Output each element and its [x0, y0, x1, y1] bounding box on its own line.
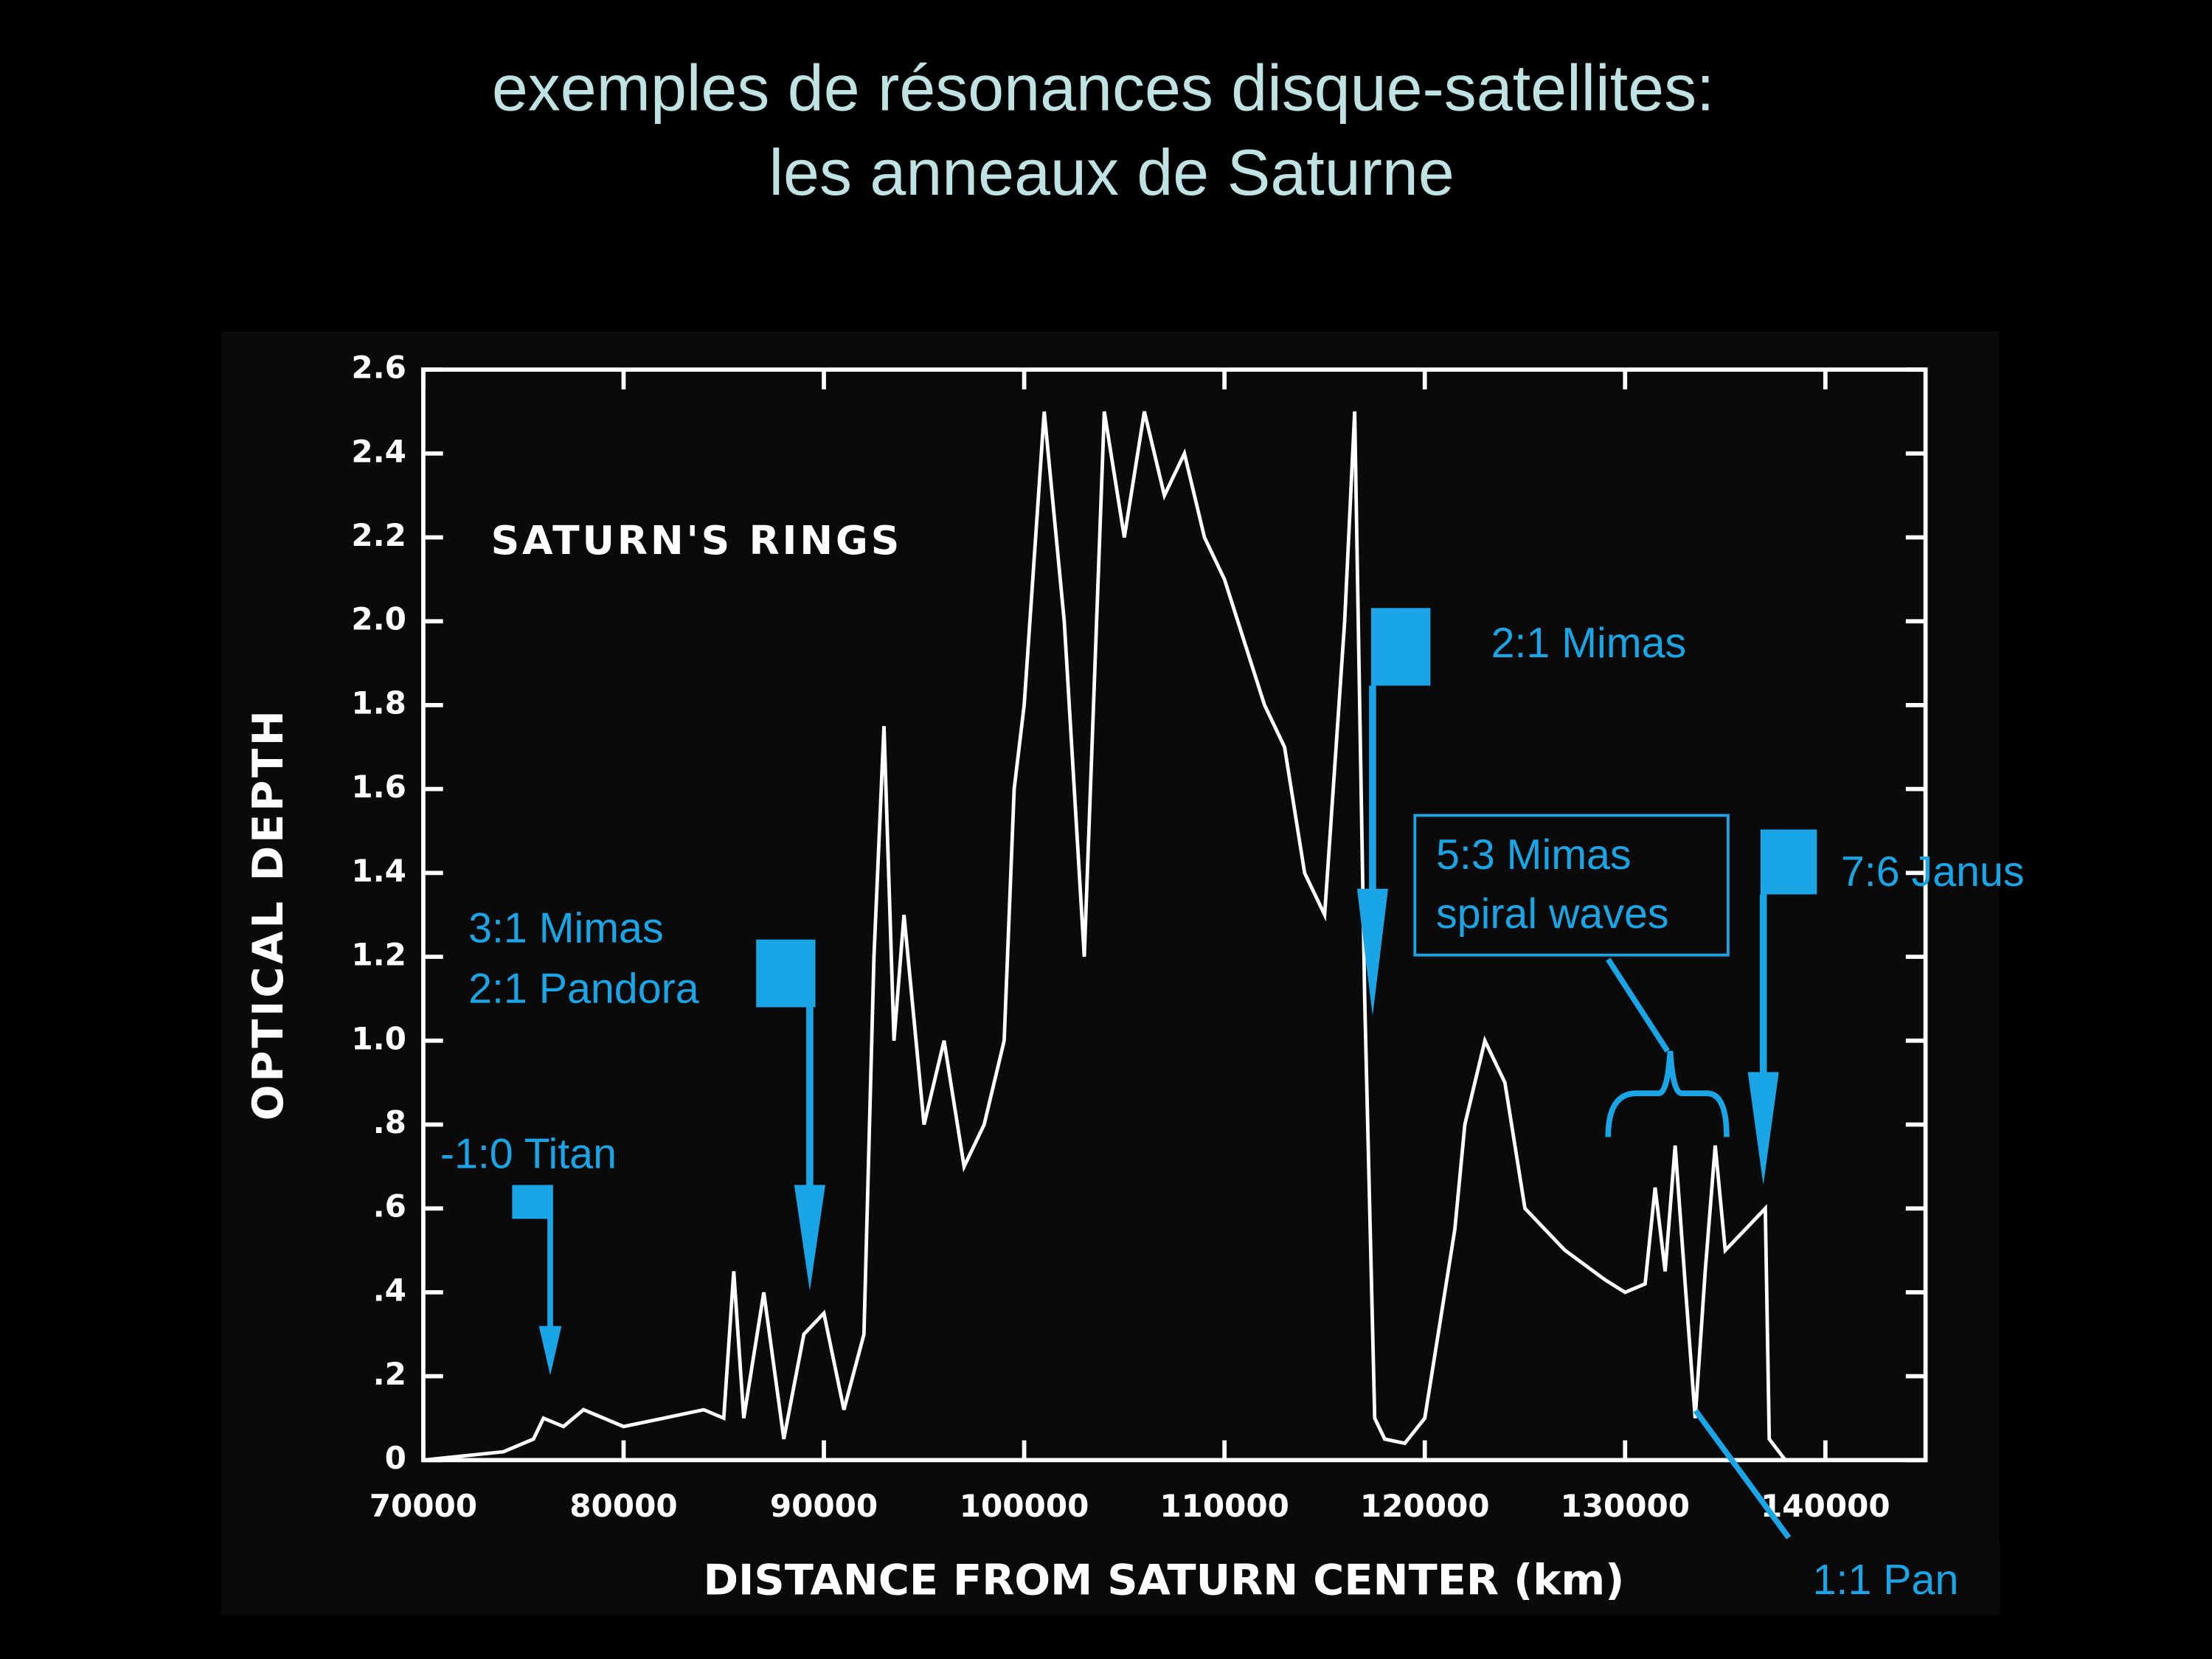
slide-subtitle: les anneaux de Saturne	[769, 136, 1455, 209]
annotations: -1:0 Titan 3:1 Mimas 2:1 Pandora 2:1 Mimas 5…	[440, 620, 2025, 1604]
flag	[1760, 829, 1817, 895]
x-tick-label: 140000	[1761, 1488, 1890, 1524]
arrowhead	[538, 1326, 562, 1376]
arrowhead	[1747, 1072, 1779, 1185]
flag	[512, 1185, 552, 1219]
annotation: -1:0 Titan	[440, 1130, 617, 1177]
arrowhead	[1356, 888, 1388, 1016]
brace	[1605, 1050, 1730, 1137]
y-axis-label: OPTICAL DEPTH	[243, 707, 293, 1121]
arrowhead	[794, 1185, 825, 1291]
y-tick-label: 1.8	[351, 685, 406, 721]
data-line	[423, 411, 1787, 1462]
x-tick-label: 70000	[370, 1488, 477, 1524]
pointer-line	[1693, 1409, 1792, 1539]
y-tick-label: 1.2	[351, 937, 406, 973]
y-tick-label: 2.4	[351, 433, 406, 469]
annotation-arrows	[512, 608, 1817, 1376]
x-axis-label: DISTANCE FROM SATURN CENTER (km)	[703, 1555, 1624, 1604]
y-tick-label: 1.6	[351, 769, 406, 805]
x-tick-label: 110000	[1159, 1488, 1289, 1524]
x-tick-label: 120000	[1360, 1488, 1490, 1524]
y-tick-label: 0	[385, 1440, 406, 1476]
y-tick-label: .2	[373, 1356, 406, 1392]
annotation: 7:6 Janus	[1841, 848, 2025, 896]
x-tick-label: 130000	[1560, 1488, 1690, 1524]
annotation: 2:1 Pandora	[468, 966, 699, 1013]
annotation: 3:1 Mimas	[468, 904, 664, 952]
plot: 0 .2 .4 .6 .8 1.0 1.2 1.4 1.6 1.8 2.0 2.2 2.4 2.6 7000…	[243, 350, 1928, 1604]
y-tick-label: .8	[373, 1104, 406, 1140]
annotation: 1:1 Pan	[1813, 1556, 1959, 1604]
annotation: 5:3 Mimas	[1436, 831, 1632, 879]
y-tick-label: 1.4	[351, 853, 406, 889]
x-tick-label: 90000	[770, 1488, 878, 1524]
y-tick-label: .6	[373, 1188, 406, 1225]
y-tick-label: .4	[373, 1272, 406, 1308]
label-box	[1789, 1540, 2000, 1614]
y-tick-label: 2.0	[351, 601, 406, 637]
slide-title: exemples de résonances disque-satellites…	[492, 51, 1715, 124]
y-tick-label: 1.0	[351, 1020, 406, 1056]
y-tick-label: 2.2	[351, 517, 406, 553]
flag	[1371, 608, 1431, 686]
x-tick-label: 80000	[569, 1488, 677, 1524]
annotation: 2:1 Mimas	[1491, 620, 1687, 667]
annotation: spiral waves	[1436, 890, 1669, 938]
x-tick-label: 100000	[960, 1488, 1089, 1524]
y-tick-label: 2.6	[351, 350, 406, 386]
chart-panel	[221, 331, 2000, 1615]
plot-frame	[421, 367, 1928, 1463]
chart-title: SATURN'S RINGS	[491, 517, 902, 564]
annotation-box	[1413, 814, 1730, 957]
pointer-line	[1606, 957, 1670, 1053]
flag	[756, 939, 816, 1008]
